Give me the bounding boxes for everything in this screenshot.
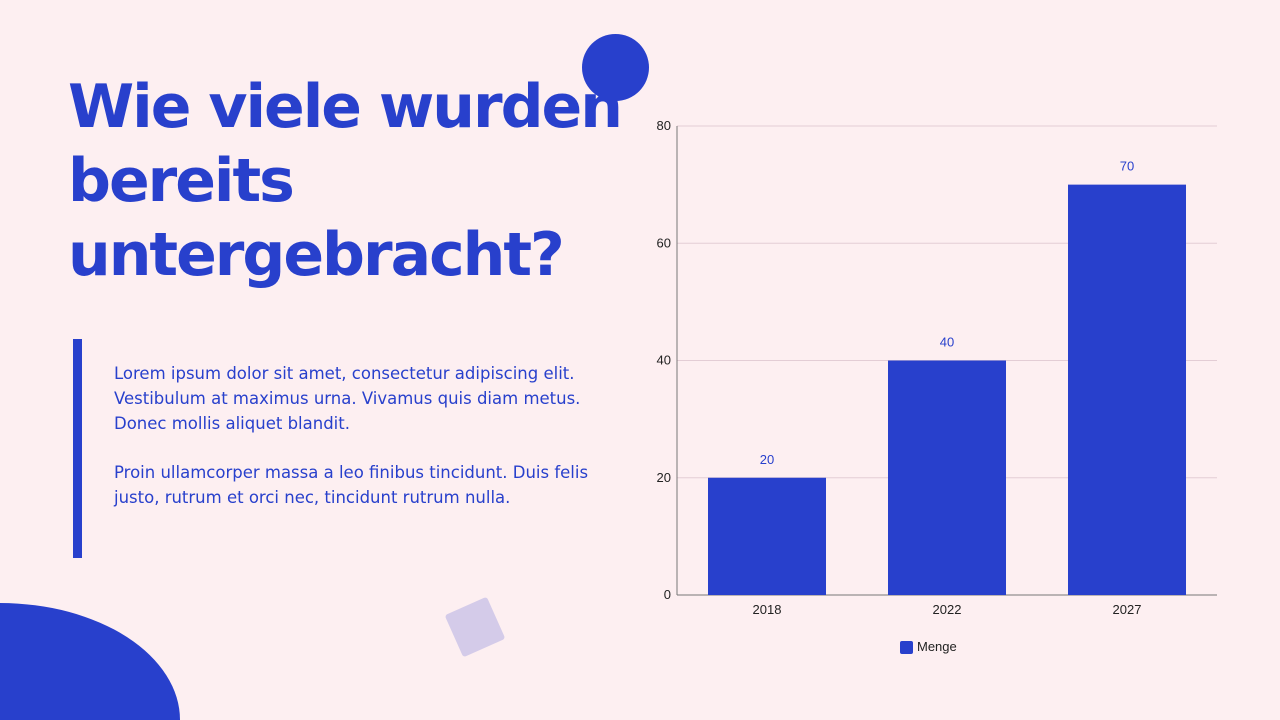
decor-circle [582, 34, 649, 101]
bar-2018 [708, 477, 826, 595]
x-tick-label: 2022 [933, 602, 962, 617]
y-tick-label: 40 [657, 353, 671, 368]
y-tick-label: 80 [657, 118, 671, 133]
data-label: 40 [940, 335, 954, 350]
paragraph: Lorem ipsum dolor sit amet, consectetur … [114, 364, 581, 433]
quote-bar [73, 339, 82, 558]
data-label: 70 [1120, 159, 1134, 174]
data-label: 20 [760, 452, 774, 467]
legend-label: Menge [917, 639, 957, 654]
paragraph: Proin ullamcorper massa a leo finibus ti… [114, 463, 589, 507]
y-tick-label: 60 [657, 235, 671, 250]
bar-2022 [888, 360, 1006, 595]
y-tick-label: 0 [664, 587, 671, 602]
slide-title: Wie viele wurden bereits untergebracht? [68, 72, 623, 290]
y-tick-label: 20 [657, 470, 671, 485]
legend-swatch [900, 641, 913, 654]
body-text: Lorem ipsum dolor sit amet, consectetur … [114, 361, 594, 534]
x-tick-label: 2027 [1113, 602, 1142, 617]
bar-2027 [1068, 184, 1186, 595]
x-tick-label: 2018 [753, 602, 782, 617]
